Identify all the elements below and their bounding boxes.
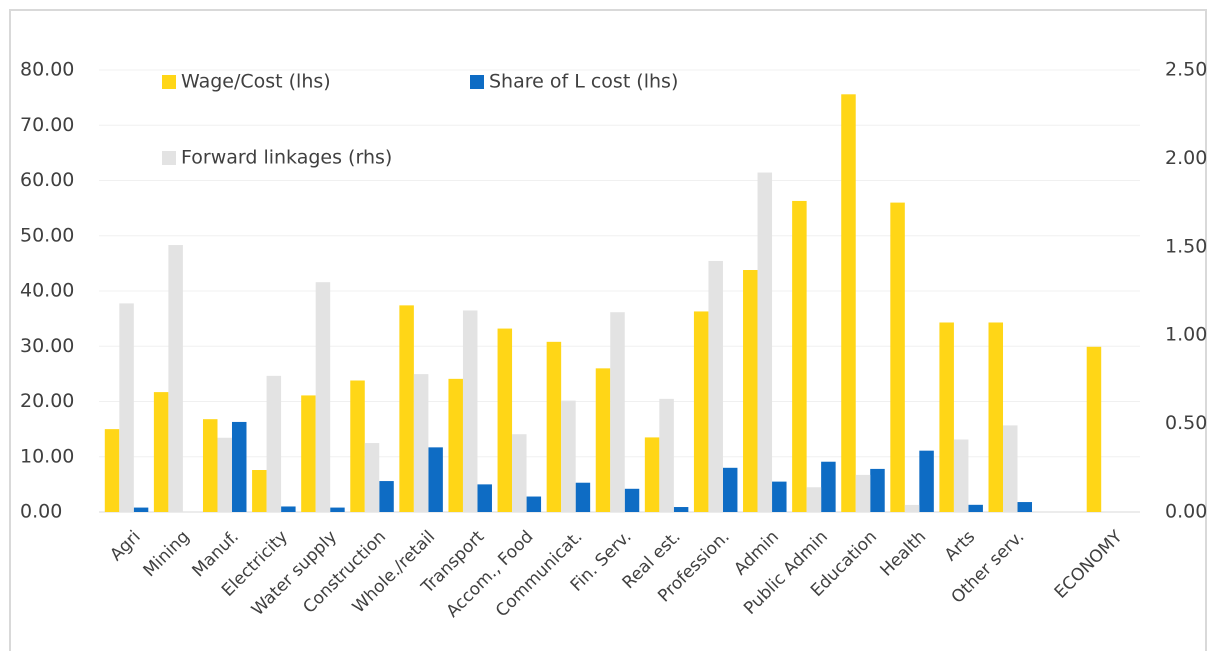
bar <box>1003 425 1018 512</box>
y2-tick-label: 2.00 <box>1165 147 1207 169</box>
bar <box>890 202 905 512</box>
bar <box>217 437 232 512</box>
bar <box>546 341 562 512</box>
bar <box>512 434 527 512</box>
bar <box>330 507 345 512</box>
bar <box>119 303 134 512</box>
chart-border <box>9 9 1207 651</box>
bar <box>281 506 296 512</box>
bar <box>659 398 674 512</box>
y2-tick-label: 2.50 <box>1165 59 1207 81</box>
bar <box>968 504 983 512</box>
y-tick-label: 0.00 <box>20 501 62 523</box>
y-tick-label: 70.00 <box>20 114 74 136</box>
legend-label: Forward linkages (rhs) <box>181 147 392 169</box>
legend-swatch <box>162 75 176 89</box>
y2-tick-label: 0.00 <box>1165 501 1207 523</box>
bar <box>953 439 969 512</box>
bar <box>904 504 920 512</box>
bar <box>792 200 807 512</box>
legend-swatch <box>470 75 484 89</box>
bar <box>870 468 885 512</box>
bar <box>266 375 282 512</box>
bar <box>202 419 218 512</box>
legend-label: Wage/Cost (lhs) <box>181 71 331 93</box>
bar <box>841 94 856 512</box>
bar <box>561 400 576 512</box>
bar <box>1086 346 1102 512</box>
bar <box>919 450 934 512</box>
bar <box>379 481 394 512</box>
bar <box>448 378 463 512</box>
bar <box>693 311 709 512</box>
bar <box>301 395 316 512</box>
bar <box>624 488 640 512</box>
y2-tick-label: 1.50 <box>1165 235 1207 257</box>
y-tick-label: 10.00 <box>20 445 74 467</box>
bar <box>350 380 365 512</box>
y2-tick-label: 1.00 <box>1165 324 1207 346</box>
bar <box>821 461 836 512</box>
bar <box>364 443 380 512</box>
bar <box>575 482 591 512</box>
bar <box>428 447 443 512</box>
bar <box>939 322 954 512</box>
bar <box>757 172 773 512</box>
legend-swatch <box>162 151 176 165</box>
bar <box>104 429 120 512</box>
bar <box>722 467 738 512</box>
bar <box>462 310 478 512</box>
bar <box>855 474 871 512</box>
y-tick-label: 30.00 <box>20 335 74 357</box>
bar <box>497 328 513 512</box>
bar <box>399 305 414 512</box>
bar <box>133 507 149 512</box>
y-tick-label: 80.00 <box>20 59 74 81</box>
bar <box>252 470 267 512</box>
y-tick-label: 50.00 <box>20 224 74 246</box>
bar <box>610 312 625 512</box>
bar <box>526 496 542 512</box>
y-tick-label: 40.00 <box>20 280 74 302</box>
bar <box>153 392 169 512</box>
bar <box>743 270 758 512</box>
bar <box>644 437 660 512</box>
legend-label: Share of L cost (lhs) <box>489 71 678 93</box>
bar <box>168 245 183 513</box>
bar <box>806 487 822 512</box>
y-tick-label: 20.00 <box>20 390 74 412</box>
y2-tick-label: 0.50 <box>1165 412 1207 434</box>
bar <box>673 507 689 512</box>
bar <box>413 374 429 512</box>
bar <box>595 368 611 512</box>
bar <box>772 481 787 512</box>
bar <box>477 484 492 512</box>
bar <box>315 282 331 512</box>
bar <box>988 322 1004 512</box>
bar <box>231 421 247 512</box>
y-tick-label: 60.00 <box>20 169 74 191</box>
bar <box>1017 502 1033 512</box>
bar <box>708 260 723 512</box>
